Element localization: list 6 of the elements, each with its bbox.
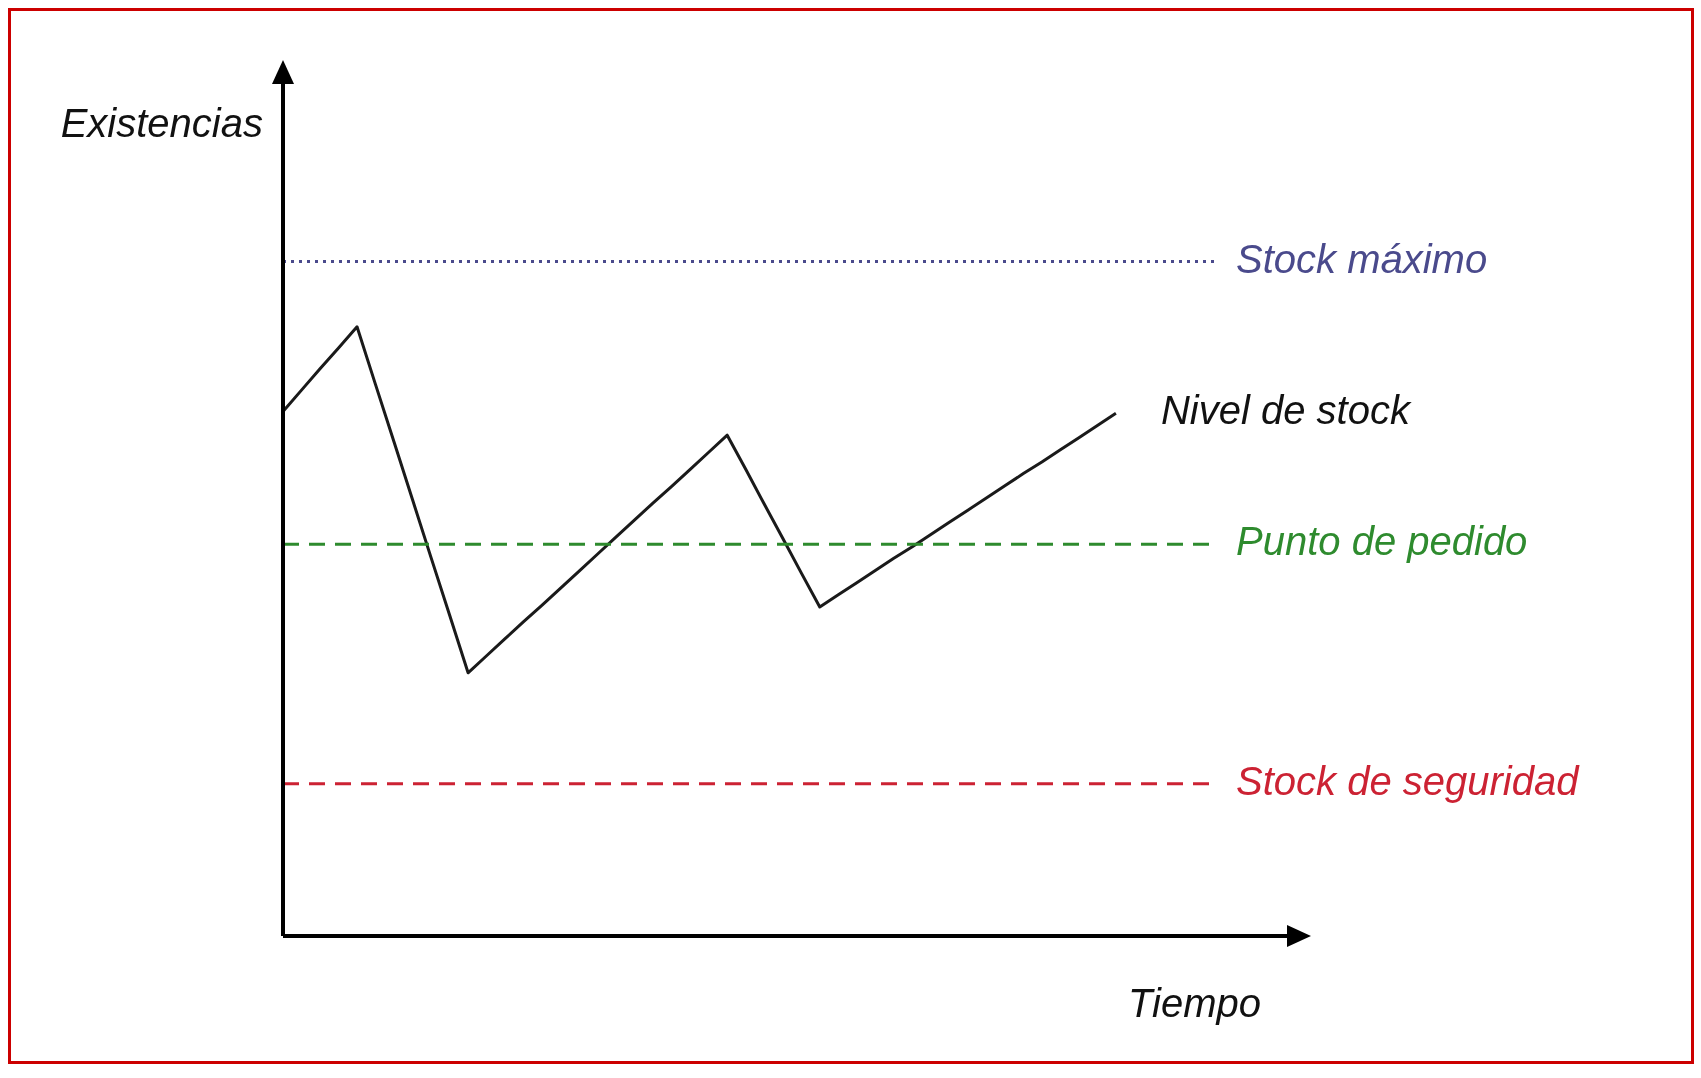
ref-line-label: Stock máximo [1236,236,1488,281]
ref-line-label: Stock de seguridad [1236,758,1581,803]
series-label: Nivel de stock [1160,388,1412,433]
ref-line-label: Punto de pedido [1236,519,1528,564]
y-axis-title: Existencias [60,101,263,146]
x-axis-title: Tiempo [1127,981,1261,1026]
